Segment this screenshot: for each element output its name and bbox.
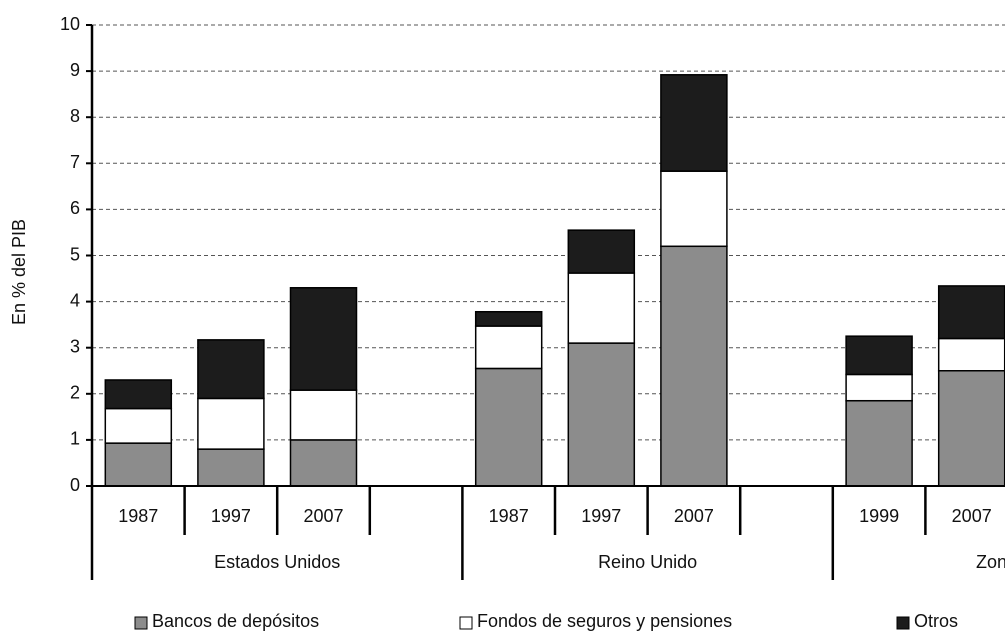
y-tick-label: 5 <box>70 244 80 264</box>
legend-label: Otros <box>914 611 958 631</box>
y-tick-label: 4 <box>70 290 80 310</box>
x-tick-label: 1987 <box>118 506 158 526</box>
x-tick-label: 2007 <box>952 506 992 526</box>
y-tick-label: 1 <box>70 429 80 449</box>
y-tick-label: 3 <box>70 336 80 356</box>
bar-segment <box>937 337 1005 372</box>
y-tick-label: 6 <box>70 198 80 218</box>
bar-segment <box>474 310 543 327</box>
y-tick-label: 8 <box>70 106 80 126</box>
bar-segment <box>104 407 173 444</box>
group-label: Reino Unido <box>598 552 697 572</box>
x-tick-label: 1997 <box>581 506 621 526</box>
bar-segment <box>474 325 543 370</box>
bar-segment <box>567 272 636 344</box>
bar-segment <box>937 285 1005 340</box>
x-tick-label: 1987 <box>489 506 529 526</box>
bar-segment <box>937 370 1005 487</box>
bar-segment <box>289 287 358 391</box>
bar-segment <box>660 74 728 172</box>
legend-label: Bancos de depósitos <box>152 611 319 631</box>
legend-label: Fondos de seguros y pensiones <box>477 611 732 631</box>
bar-segment <box>845 335 913 376</box>
bar-segment <box>660 245 728 487</box>
bar-segment <box>567 229 636 274</box>
y-tick-label: 10 <box>60 14 80 34</box>
bar-segment <box>104 442 173 487</box>
bar-segment <box>197 397 265 450</box>
bar-segment <box>289 389 358 441</box>
bar-segment <box>474 367 543 487</box>
x-tick-label: 2007 <box>674 506 714 526</box>
bar-segment <box>104 379 173 410</box>
y-tick-label: 0 <box>70 475 80 495</box>
bar-segment <box>197 448 265 487</box>
y-axis-label: En % del PIB <box>9 219 29 325</box>
group-label: Zona Euro <box>976 552 1005 572</box>
legend-swatch <box>134 616 148 630</box>
y-tick-label: 9 <box>70 60 80 80</box>
bar-segment <box>845 399 913 487</box>
bar-segment <box>567 342 636 487</box>
legend-swatch <box>459 616 473 630</box>
x-tick-label: 1997 <box>211 506 251 526</box>
y-tick-label: 7 <box>70 152 80 172</box>
bar-segment <box>660 170 728 248</box>
bar-segment <box>197 339 265 400</box>
y-tick-label: 2 <box>70 383 80 403</box>
x-tick-label: 1999 <box>859 506 899 526</box>
bar-segment <box>845 373 913 402</box>
x-tick-label: 2007 <box>303 506 343 526</box>
group-label: Estados Unidos <box>214 552 340 572</box>
bar-segment <box>289 439 358 487</box>
legend-swatch <box>896 616 910 630</box>
